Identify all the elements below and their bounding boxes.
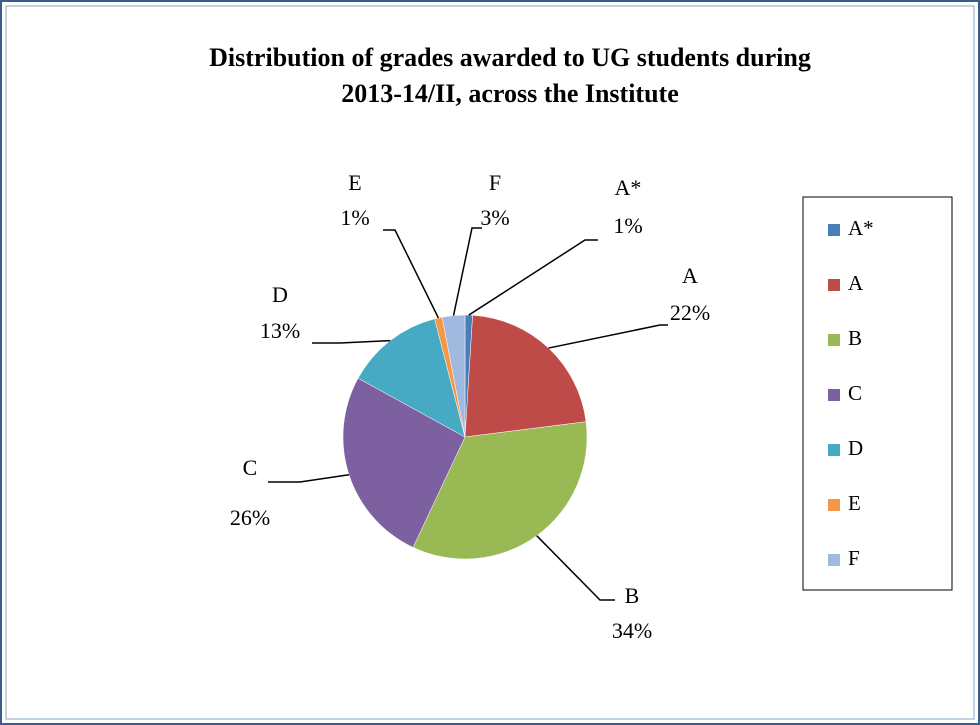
data-label: 1% — [613, 213, 642, 238]
data-label-name: A — [682, 263, 698, 288]
legend-swatch — [828, 444, 840, 456]
data-label: 13% — [260, 318, 300, 343]
leader-line — [452, 227, 482, 316]
data-label: 3% — [480, 205, 509, 230]
pie-slice — [464, 314, 587, 438]
data-label: 1% — [340, 205, 369, 230]
inner-frame — [5, 5, 975, 720]
legend-label: D — [848, 436, 863, 460]
leader-line — [548, 324, 668, 349]
legend-label: E — [848, 491, 861, 515]
legend-label: A — [848, 271, 864, 295]
leader-line — [268, 473, 350, 483]
leader-line — [383, 229, 440, 319]
legend-swatch — [828, 334, 840, 346]
data-label: 22% — [670, 300, 710, 325]
pie-slice — [412, 421, 588, 560]
legend-swatch — [828, 554, 840, 566]
leader-line — [536, 535, 615, 601]
chart-title: Distribution of grades awarded to UG stu… — [209, 43, 811, 72]
legend-swatch — [828, 499, 840, 511]
legend-swatch — [828, 224, 840, 236]
legend-label: F — [848, 546, 860, 570]
leader-line — [312, 339, 391, 344]
data-label: 26% — [230, 505, 270, 530]
legend-swatch — [828, 389, 840, 401]
data-label-name: D — [272, 282, 288, 307]
legend-label: B — [848, 326, 862, 350]
legend-swatch — [828, 279, 840, 291]
data-label-name: C — [243, 455, 258, 480]
legend-label: A* — [848, 216, 874, 240]
legend-label: C — [848, 381, 862, 405]
data-label: 34% — [612, 618, 652, 643]
data-label-name: E — [348, 170, 361, 195]
data-label-name: B — [625, 583, 640, 608]
leader-line — [468, 239, 598, 316]
legend-box — [802, 196, 953, 591]
data-label-name: F — [489, 170, 501, 195]
pie-slice — [441, 314, 466, 438]
chart-title: 2013-14/II, across the Institute — [341, 79, 679, 108]
data-label-name: A* — [615, 175, 642, 200]
pie-slice — [357, 318, 466, 438]
